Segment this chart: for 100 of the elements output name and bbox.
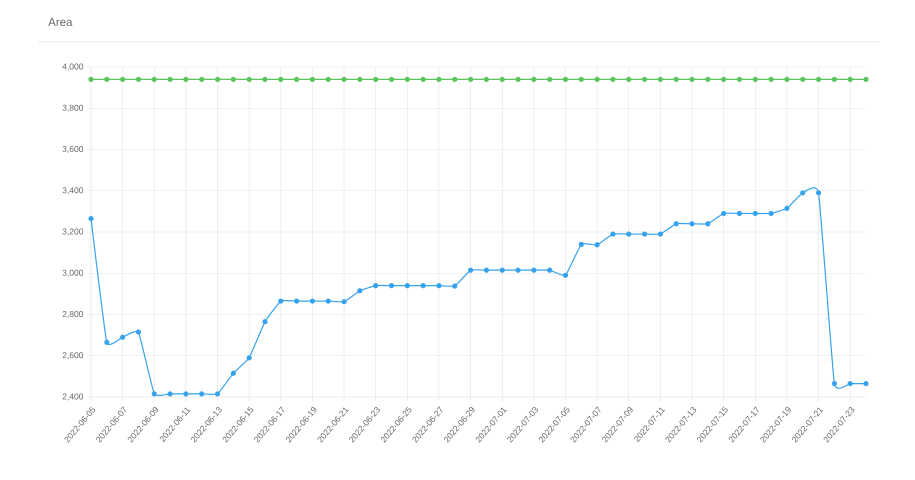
point bbox=[816, 190, 822, 196]
y-tick-label: 3,400 bbox=[62, 187, 84, 194]
point bbox=[642, 231, 648, 237]
point bbox=[278, 76, 284, 82]
point bbox=[736, 210, 742, 216]
point bbox=[816, 76, 822, 82]
point bbox=[388, 76, 394, 82]
point bbox=[104, 76, 110, 82]
point bbox=[768, 76, 774, 82]
point bbox=[658, 231, 663, 237]
point bbox=[578, 76, 584, 82]
point bbox=[626, 76, 632, 82]
point bbox=[578, 242, 584, 247]
point bbox=[784, 206, 790, 211]
point bbox=[468, 268, 474, 273]
point bbox=[404, 283, 410, 288]
point bbox=[120, 334, 126, 340]
point bbox=[230, 370, 236, 376]
point bbox=[768, 210, 774, 216]
point bbox=[642, 76, 648, 82]
point bbox=[388, 283, 394, 288]
point bbox=[373, 76, 378, 82]
point bbox=[326, 298, 331, 304]
point bbox=[294, 298, 300, 304]
point bbox=[784, 76, 790, 82]
point bbox=[800, 190, 806, 196]
point bbox=[594, 76, 600, 82]
point bbox=[562, 76, 568, 82]
point bbox=[262, 319, 268, 324]
point bbox=[705, 221, 710, 226]
y-tick-label: 3,200 bbox=[62, 228, 84, 236]
point bbox=[183, 76, 189, 82]
point bbox=[736, 76, 742, 82]
y-tick-label: 2,800 bbox=[62, 310, 84, 318]
y-tick-label: 4,000 bbox=[62, 63, 84, 71]
point bbox=[104, 340, 110, 345]
point bbox=[752, 210, 758, 216]
point bbox=[626, 231, 632, 237]
point bbox=[547, 76, 552, 82]
point bbox=[500, 268, 505, 273]
point bbox=[610, 231, 616, 237]
point bbox=[562, 272, 568, 278]
point bbox=[183, 391, 189, 397]
y-tick-label: 3,800 bbox=[62, 104, 84, 112]
point bbox=[167, 391, 173, 397]
point bbox=[484, 268, 490, 273]
point bbox=[214, 391, 220, 397]
point bbox=[705, 76, 710, 82]
point bbox=[420, 76, 426, 82]
point bbox=[674, 221, 679, 226]
point bbox=[357, 76, 362, 82]
point bbox=[262, 76, 268, 82]
point bbox=[152, 76, 157, 82]
point bbox=[294, 76, 300, 82]
point bbox=[674, 76, 679, 82]
point bbox=[278, 298, 284, 304]
point bbox=[484, 76, 490, 82]
point bbox=[120, 76, 126, 82]
point bbox=[341, 299, 347, 304]
point bbox=[357, 288, 362, 294]
chart-title: Area bbox=[48, 18, 72, 26]
point bbox=[610, 76, 616, 82]
point bbox=[848, 76, 853, 82]
point bbox=[152, 391, 157, 397]
point bbox=[531, 268, 536, 273]
point bbox=[689, 76, 695, 82]
point bbox=[246, 76, 252, 82]
point bbox=[515, 268, 521, 273]
point bbox=[88, 76, 94, 82]
point bbox=[436, 76, 442, 82]
point bbox=[863, 76, 869, 82]
y-tick-label: 2,600 bbox=[62, 352, 84, 360]
point bbox=[136, 76, 142, 82]
point bbox=[689, 221, 695, 226]
point bbox=[500, 76, 505, 82]
point bbox=[136, 329, 142, 335]
point bbox=[341, 76, 347, 82]
point bbox=[310, 76, 316, 82]
point bbox=[468, 76, 474, 82]
point bbox=[230, 76, 236, 82]
point bbox=[752, 76, 758, 82]
point bbox=[326, 76, 331, 82]
point bbox=[832, 380, 837, 386]
point bbox=[594, 242, 600, 248]
point bbox=[404, 76, 410, 82]
point bbox=[658, 76, 663, 82]
point bbox=[436, 283, 442, 288]
point bbox=[531, 76, 536, 82]
point bbox=[452, 283, 458, 289]
point bbox=[848, 380, 853, 386]
point bbox=[721, 76, 726, 82]
point bbox=[373, 283, 378, 288]
y-tick-label: 2,400 bbox=[62, 393, 84, 401]
point bbox=[214, 76, 220, 82]
point bbox=[246, 355, 252, 360]
point bbox=[515, 76, 521, 82]
point bbox=[167, 76, 173, 82]
point bbox=[310, 298, 316, 304]
point bbox=[452, 76, 458, 82]
point bbox=[199, 391, 204, 397]
